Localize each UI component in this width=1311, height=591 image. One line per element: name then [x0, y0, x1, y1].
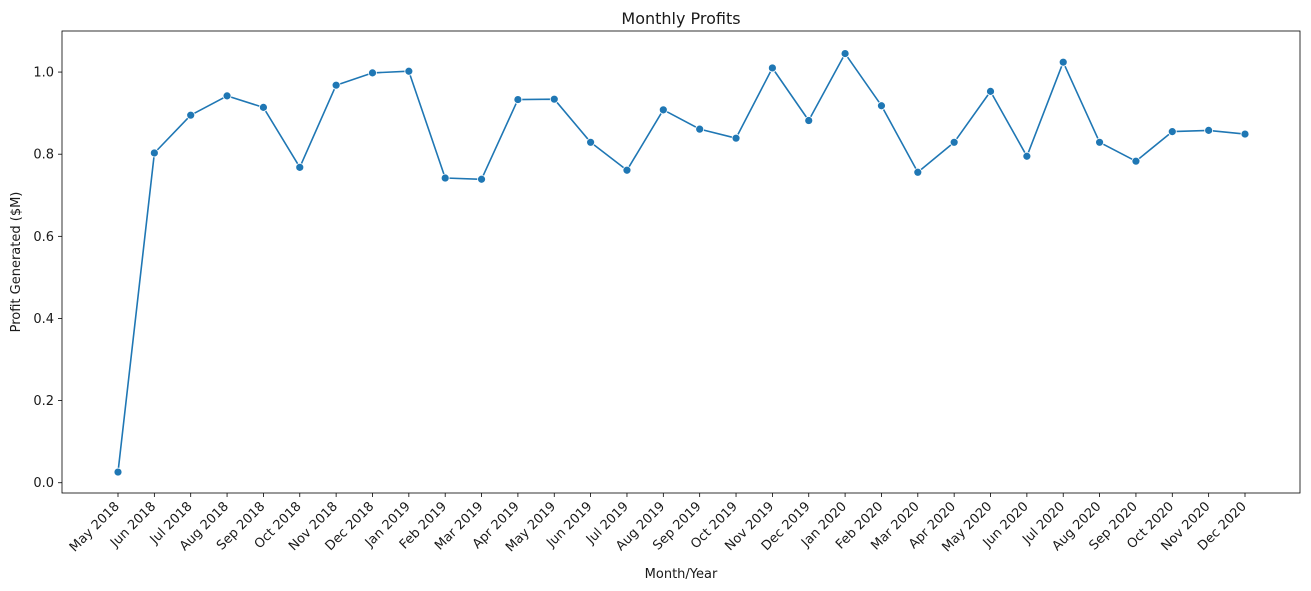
data-point: [949, 137, 959, 147]
data-point: [259, 102, 268, 112]
data-point: [840, 49, 850, 58]
chart-title: Monthly Profits: [621, 9, 740, 28]
data-point: [658, 105, 668, 115]
y-tick-label: 0.4: [33, 312, 54, 327]
data-point: [731, 133, 741, 143]
data-point: [913, 167, 923, 177]
data-point: [986, 86, 995, 96]
data-point: [404, 66, 414, 76]
data-point: [877, 101, 886, 111]
data-point: [440, 173, 450, 183]
data-point: [113, 467, 123, 477]
data-point: [549, 94, 559, 104]
data-point: [331, 80, 341, 90]
data-point: [804, 116, 814, 125]
y-tick-label: 0.8: [33, 148, 54, 163]
data-point: [1204, 125, 1214, 135]
data-point: [586, 137, 596, 147]
data-point: [222, 91, 232, 101]
data-point: [368, 68, 377, 78]
data-point: [186, 110, 196, 120]
data-point: [767, 63, 777, 73]
plot-frame: [61, 30, 1301, 494]
series-line: [117, 52, 1246, 473]
data-point: [622, 165, 632, 175]
data-point: [477, 174, 486, 184]
data-point: [149, 148, 159, 158]
data-point: [1167, 127, 1177, 137]
y-tick-label: 1.0: [33, 66, 54, 81]
data-point: [1240, 129, 1250, 139]
data-point: [1095, 137, 1104, 147]
data-point: [1058, 57, 1068, 67]
data-point: [1022, 151, 1032, 161]
y-tick-label: 0.0: [33, 476, 54, 491]
x-axis-title: Month/Year: [645, 567, 718, 582]
data-point: [513, 95, 523, 104]
y-axis-title: Profit Generated ($M): [9, 192, 24, 333]
data-point: [1131, 156, 1141, 166]
data-point: [295, 162, 305, 172]
y-tick-label: 0.2: [33, 394, 54, 409]
y-tick-label: 0.6: [33, 230, 54, 245]
data-point: [695, 124, 705, 134]
